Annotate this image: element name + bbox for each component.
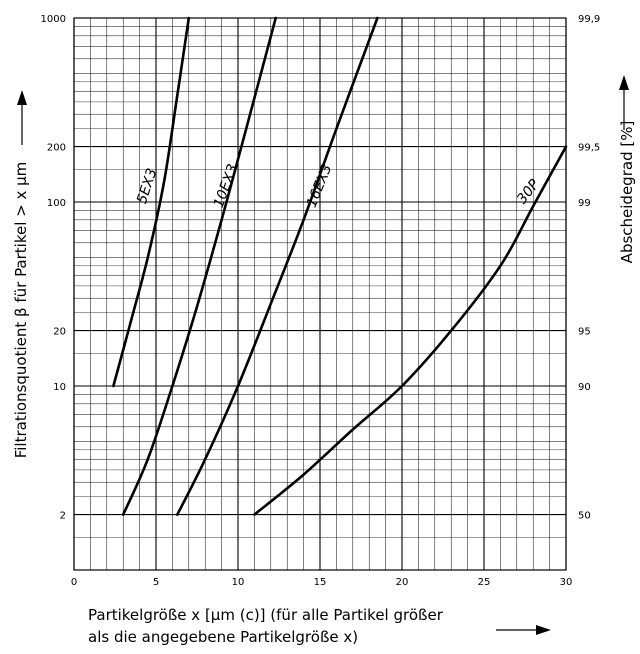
y-tick-label: 10 — [53, 382, 66, 393]
right-tick-label: 99,9 — [578, 14, 600, 25]
y-tick-label: 100 — [47, 198, 66, 209]
x-tick-label: 5 — [153, 577, 159, 588]
series-label-10EX3: 10EX3 — [211, 162, 241, 210]
x-axis-arrow — [496, 625, 551, 635]
grid — [73, 17, 567, 571]
y-tick-label: 2 — [60, 511, 66, 522]
curves: 5EX3 10EX3 16EX3 30P — [112, 16, 568, 516]
series-line-30P — [253, 145, 568, 516]
right-tick-label: 99 — [578, 198, 591, 209]
y-tick-label: 1000 — [41, 14, 66, 25]
y-tick-labels: 1000 200 100 20 10 2 — [41, 14, 66, 522]
y-axis-title: Filtrationsquotient β für Partikel > x µ… — [12, 162, 30, 459]
x-tick-label: 30 — [560, 577, 573, 588]
series-label-16EX3: 16EX3 — [304, 162, 336, 210]
right-axis-labels: 99,9 99,5 99 95 90 50 — [578, 14, 600, 522]
x-tick-label: 15 — [314, 577, 327, 588]
x-axis-title-line2: als die angegebene Partikelgröße x) — [88, 628, 358, 646]
x-tick-labels: 0 5 10 15 20 25 30 — [71, 577, 573, 588]
plot-frame — [73, 17, 567, 571]
x-tick-label: 25 — [478, 577, 491, 588]
right-axis-title: Abscheidegrad [%] — [618, 121, 636, 264]
right-tick-label: 99,5 — [578, 143, 600, 154]
series-line-16EX3 — [176, 16, 379, 516]
x-tick-label: 10 — [232, 577, 245, 588]
y-tick-label: 200 — [47, 143, 66, 154]
right-tick-label: 90 — [578, 382, 591, 393]
series-line-10EX3 — [121, 16, 277, 516]
x-tick-label: 20 — [396, 577, 409, 588]
right-axis-arrow — [619, 75, 629, 130]
x-tick-label: 0 — [71, 577, 77, 588]
series-label-30P: 30P — [514, 176, 543, 207]
series-line-5EX3 — [112, 16, 191, 388]
right-tick-label: 95 — [578, 327, 591, 338]
y-axis-arrow — [17, 90, 27, 145]
x-axis-title-line1: Partikelgröße x [µm (c)] (für alle Parti… — [88, 606, 444, 624]
right-tick-label: 50 — [578, 511, 591, 522]
y-tick-label: 20 — [53, 327, 66, 338]
